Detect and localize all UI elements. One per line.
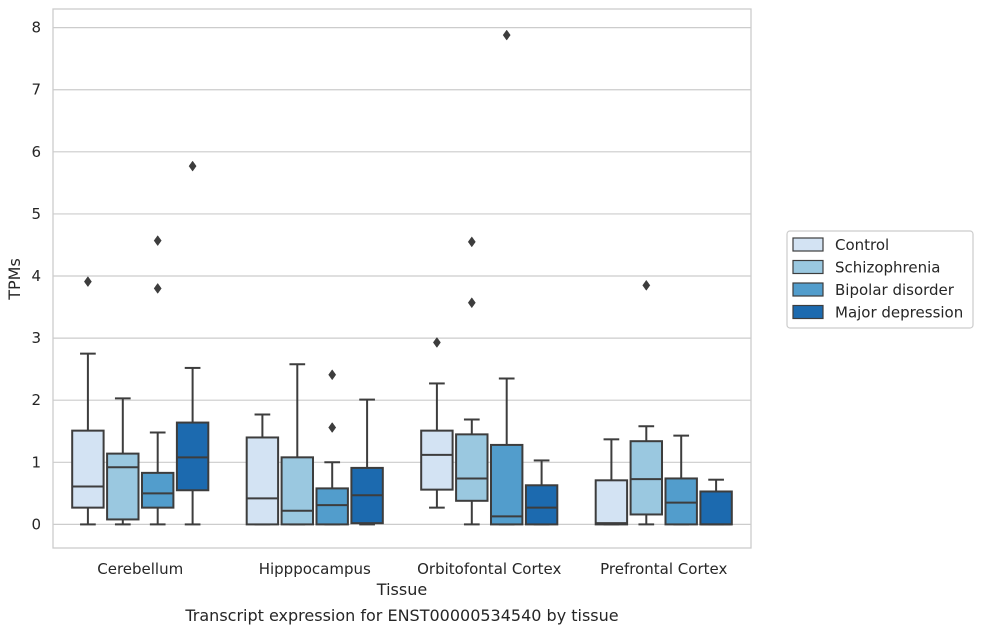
outlier-point <box>153 283 162 294</box>
box <box>71 429 105 509</box>
x-tick-label: Orbitofontal Cortex <box>417 560 561 578</box>
outlier-point <box>467 297 476 309</box>
chart-caption: Transcript expression for ENST0000053454… <box>184 606 618 625</box>
y-axis-title: TPMs <box>5 258 24 301</box>
legend-frame <box>786 230 974 329</box>
outlier-point <box>153 235 162 247</box>
outlier-point <box>642 279 651 291</box>
y-tick-label: 3 <box>31 329 41 347</box>
y-tick-label: 6 <box>31 143 41 161</box>
legend-swatch <box>792 237 824 252</box>
box <box>455 433 489 502</box>
y-tick-label: 2 <box>31 391 41 409</box>
box <box>245 436 280 526</box>
y-tick-label: 0 <box>31 515 41 533</box>
box <box>629 440 664 516</box>
x-tick-label: Cerebellum <box>97 560 183 578</box>
x-tick-label: Hipppocampus <box>259 560 371 578</box>
y-tick-label: 8 <box>31 19 41 37</box>
box <box>489 443 524 526</box>
outlier-point <box>83 276 92 288</box>
y-tick-label: 4 <box>31 267 41 285</box>
legend-label: Major depression <box>835 304 963 322</box>
legend-label: Bipolar disorder <box>835 281 955 299</box>
legend-label: Schizophrenia <box>835 259 940 277</box>
y-tick-label: 7 <box>31 81 41 99</box>
legend: Control Schizophrenia Bipolar disorder Majo… <box>786 230 974 329</box>
x-tick-label: Prefrontal Cortex <box>600 560 727 578</box>
box <box>315 487 349 526</box>
outlier-point <box>467 236 476 248</box>
outlier-point <box>502 29 511 41</box>
box <box>664 477 698 526</box>
y-tick-label: 1 <box>31 453 41 471</box>
box <box>140 471 175 509</box>
box <box>420 429 454 491</box>
box <box>524 484 559 526</box>
box <box>106 452 140 521</box>
legend-swatch <box>792 304 824 320</box>
plot-frame <box>52 8 752 549</box>
outlier-point <box>328 422 337 433</box>
outlier-point <box>328 369 337 381</box>
legend-swatch <box>792 282 824 297</box>
x-axis-title: Tissue <box>376 580 427 599</box>
outlier-point <box>188 160 197 172</box>
legend-swatch <box>792 259 824 275</box>
box <box>699 490 733 526</box>
outlier-point <box>432 337 441 348</box>
y-tick-label: 5 <box>31 205 41 223</box>
box <box>280 456 315 526</box>
box <box>594 479 629 526</box>
legend-label: Control <box>835 236 889 254</box>
